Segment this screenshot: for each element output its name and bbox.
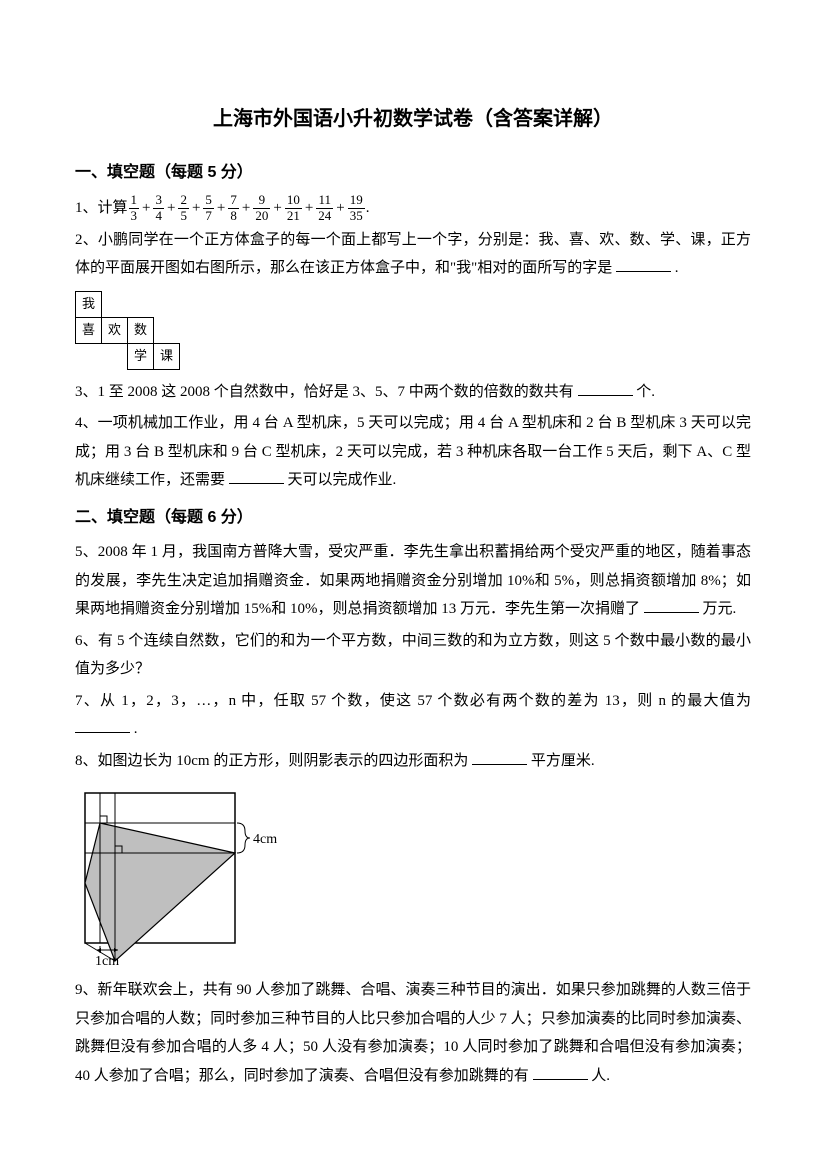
fraction-3: 57	[203, 193, 214, 223]
fraction-6: 1021	[285, 193, 302, 223]
q6-text: 6、有 5 个连续自然数，它们的和为一个平方数，中间三数的和为立方数，则这 5 …	[75, 633, 751, 678]
blank	[472, 750, 527, 765]
cube-cell: 喜	[76, 317, 102, 343]
question-7: 7、从 1，2，3，…，n 中，任取 57 个数，使这 57 个数必有两个数的差…	[75, 687, 751, 744]
q3-text: 3、1 至 2008 这 2008 个自然数中，恰好是 3、5、7 中两个数的倍…	[75, 384, 574, 400]
question-5: 5、2008 年 1 月，我国南方普降大雪，受灾严重．李先生拿出积蓄捐给两个受灾…	[75, 538, 751, 624]
question-3: 3、1 至 2008 这 2008 个自然数中，恰好是 3、5、7 中两个数的倍…	[75, 378, 751, 407]
q4-suffix: 天可以完成作业.	[288, 472, 397, 488]
fraction-8: 1935	[348, 193, 365, 223]
section2-header: 二、填空题（每题 6 分）	[75, 503, 751, 533]
cube-cell: 我	[76, 291, 102, 317]
fraction-2: 25	[178, 193, 189, 223]
q8-suffix: 平方厘米.	[531, 753, 595, 769]
document-title: 上海市外国语小升初数学试卷（含答案详解）	[75, 100, 751, 138]
plus: +	[217, 194, 225, 223]
q5-suffix: 万元.	[703, 601, 737, 617]
plus: +	[142, 194, 150, 223]
q7-suffix: .	[134, 721, 138, 737]
blank	[533, 1065, 588, 1080]
blank	[229, 469, 284, 484]
plus: +	[192, 194, 200, 223]
q8-text: 8、如图边长为 10cm 的正方形，则阴影表示的四边形面积为	[75, 753, 468, 769]
geometry-figure-q8: 4cm 1cm	[75, 783, 751, 968]
fraction-0: 13	[129, 193, 140, 223]
fraction-4: 78	[228, 193, 239, 223]
question-2: 2、小鹏同学在一个正方体盒子的每一个面上都写上一个字，分别是：我、喜、欢、数、学…	[75, 226, 751, 283]
plus: +	[273, 194, 281, 223]
q1-prefix: 1、计算	[75, 194, 128, 223]
blank	[616, 257, 671, 272]
q3-suffix: 个.	[636, 384, 655, 400]
fraction-7: 1124	[316, 193, 333, 223]
cube-cell: 数	[128, 317, 154, 343]
question-6: 6、有 5 个连续自然数，它们的和为一个平方数，中间三数的和为立方数，则这 5 …	[75, 627, 751, 684]
plus: +	[167, 194, 175, 223]
plus: +	[305, 194, 313, 223]
blank	[75, 718, 130, 733]
question-4: 4、一项机械加工作业，用 4 台 A 型机床，5 天可以完成；用 4 台 A 型…	[75, 409, 751, 495]
q9-text: 9、新年联欢会上，共有 90 人参加了跳舞、合唱、演奏三种节目的演出．如果只参加…	[75, 982, 751, 1084]
cube-net-figure: 我 喜 欢 数 学 课	[75, 291, 751, 370]
label-1cm: 1cm	[95, 954, 119, 968]
question-8: 8、如图边长为 10cm 的正方形，则阴影表示的四边形面积为 平方厘米.	[75, 747, 751, 776]
q9-suffix: 人.	[591, 1068, 610, 1084]
section1-header: 一、填空题（每题 5 分）	[75, 158, 751, 188]
q7-text: 7、从 1，2，3，…，n 中，任取 57 个数，使这 57 个数必有两个数的差…	[75, 693, 751, 709]
question-1: 1、计算 13 + 34 + 25 + 57 + 78 + 920 + 1021…	[75, 193, 751, 223]
plus: +	[336, 194, 344, 223]
blank	[578, 381, 633, 396]
question-9: 9、新年联欢会上，共有 90 人参加了跳舞、合唱、演奏三种节目的演出．如果只参加…	[75, 976, 751, 1090]
fraction-1: 34	[153, 193, 164, 223]
q1-suffix: .	[366, 194, 370, 223]
q2-suffix: .	[675, 260, 679, 276]
q4-text: 4、一项机械加工作业，用 4 台 A 型机床，5 天可以完成；用 4 台 A 型…	[75, 415, 751, 488]
label-4cm: 4cm	[253, 832, 277, 847]
fraction-5: 920	[253, 193, 270, 223]
cube-cell: 课	[154, 343, 180, 369]
cube-cell: 欢	[102, 317, 128, 343]
cube-cell: 学	[128, 343, 154, 369]
plus: +	[242, 194, 250, 223]
blank	[644, 598, 699, 613]
